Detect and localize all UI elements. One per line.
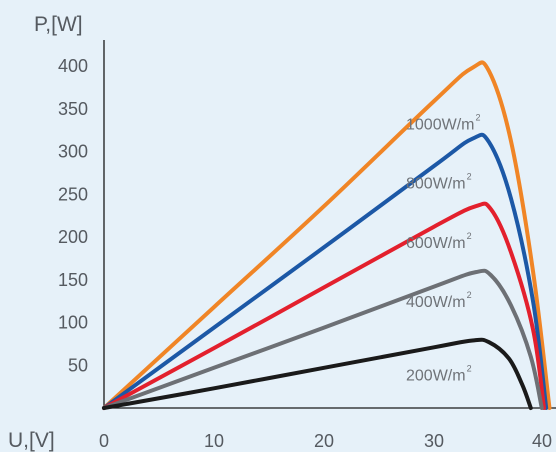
series-line <box>102 201 546 410</box>
x-tick-label: 10 <box>204 431 224 451</box>
series-label-superscript: 2 <box>475 112 480 122</box>
series-label: 400W/m <box>406 294 466 311</box>
series-line <box>102 337 533 410</box>
series-label: 800W/m <box>406 175 466 192</box>
series-label: 600W/m <box>406 235 466 252</box>
y-axis-title: P,[W] <box>34 13 83 36</box>
series-label-superscript: 2 <box>467 290 472 300</box>
y-tick-label: 300 <box>58 142 88 162</box>
series-label-superscript: 2 <box>467 364 472 374</box>
y-tick-label: 100 <box>58 313 88 333</box>
y-tick-label: 150 <box>58 270 88 290</box>
x-tick-label: 20 <box>314 431 334 451</box>
series-line <box>102 60 552 410</box>
y-tick-label: 200 <box>58 227 88 247</box>
x-axis-title: U,[V] <box>8 429 55 452</box>
x-tick-label: 30 <box>424 431 444 451</box>
x-tick-label: 40 <box>532 431 552 451</box>
y-tick-label: 350 <box>58 99 88 119</box>
series-label: 1000W/m <box>406 116 474 133</box>
y-tick-label: 50 <box>68 355 88 375</box>
series-label-superscript: 2 <box>467 231 472 241</box>
x-tick-label: 0 <box>99 431 109 451</box>
series-label: 200W/m <box>406 368 466 385</box>
y-tick-label: 400 <box>58 56 88 76</box>
series-line <box>102 268 544 410</box>
series-label-superscript: 2 <box>467 171 472 181</box>
series-line <box>102 132 549 410</box>
y-tick-label: 250 <box>58 184 88 204</box>
